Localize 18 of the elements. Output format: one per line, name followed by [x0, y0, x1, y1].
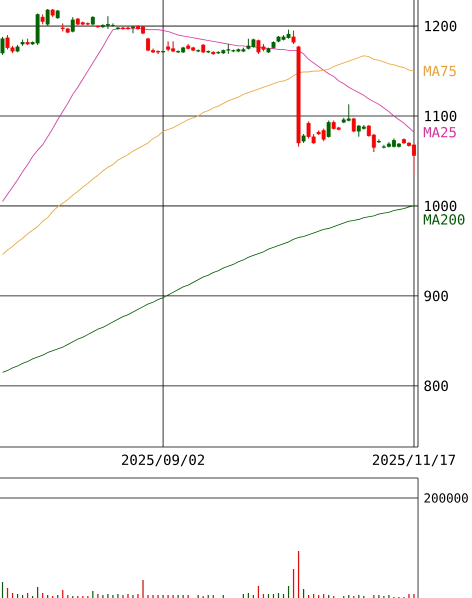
x-tick-label: 2025/11/17 [372, 454, 456, 466]
candlestick [292, 30, 296, 45]
y-tick-label: 200000 [424, 493, 468, 503]
x-tick-label: 2025/09/02 [122, 454, 204, 466]
candlestick [46, 8, 50, 27]
candlestick [326, 120, 331, 138]
y-tick-label: 1100 [425, 110, 456, 122]
candlestick [352, 117, 356, 133]
candlestick [0, 36, 4, 56]
series-label: MA75 [424, 66, 456, 76]
y-tick-label: 1000 [425, 200, 456, 212]
series-label: MA200 [424, 214, 464, 225]
y-tick-label: 800 [424, 380, 448, 392]
series-label: MA25 [424, 126, 456, 138]
y-tick-label: 900 [424, 290, 448, 302]
y-tick-label: 1200 [425, 20, 456, 32]
candlestick [40, 14, 45, 25]
candlestick [70, 16, 75, 33]
